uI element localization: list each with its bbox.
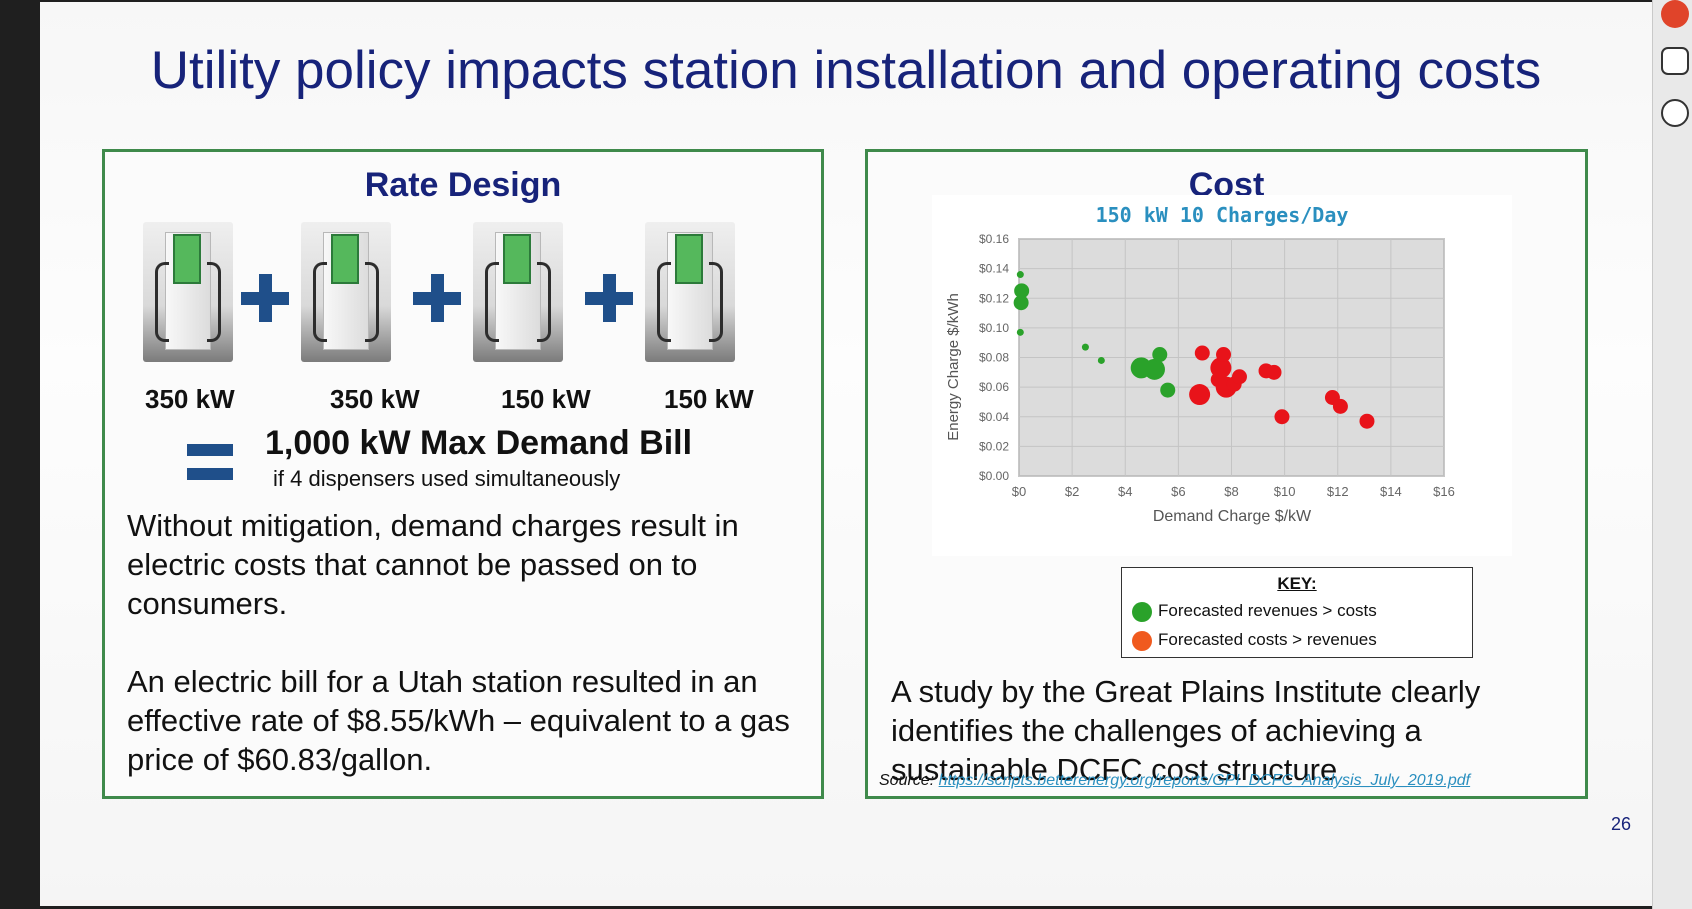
scatter-point — [1016, 328, 1024, 336]
dispenser-power-label: 150 kW — [664, 384, 754, 414]
cost-panel: Cost $0.00 $0.02 $0.04 $0.06 $0.08 $0.10 $0.12… — [865, 149, 1588, 799]
scatter-point — [1359, 413, 1375, 429]
key-item-label: Forecasted costs > revenues — [1158, 630, 1377, 649]
rate-design-heading: Rate Design — [364, 166, 562, 204]
y-axis-label: Energy Charge $/kWh — [945, 293, 962, 441]
scatter-chart-svg: $0.00 $0.02 $0.04 $0.06 $0.08 $0.10 $0.12 $0.14… — [945, 232, 1455, 525]
x-tick-label: $16 — [1433, 484, 1455, 499]
x-tick-label: $4 — [1118, 484, 1132, 499]
key-item-label: Forecasted revenues > costs — [1158, 601, 1377, 620]
app-side-toolbar — [1652, 0, 1692, 909]
green-dot-icon — [1132, 601, 1152, 622]
dispenser-power-label: 150 kW — [501, 384, 591, 414]
scatter-point — [1266, 364, 1282, 380]
y-tick-label: $0.04 — [979, 410, 1009, 424]
study-paragraph: A study by the Great Plains Institute cl… — [891, 674, 1481, 787]
x-tick-label: $8 — [1224, 484, 1238, 499]
notification-icon[interactable] — [1661, 0, 1689, 28]
y-tick-label: $0.00 — [979, 469, 1009, 483]
utah-bill-paragraph: An electric bill for a Utah station resu… — [127, 664, 790, 777]
scatter-point — [1097, 356, 1105, 364]
plus-icon — [241, 274, 289, 322]
y-tick-label: $0.02 — [979, 439, 1009, 453]
charger-image — [473, 222, 563, 362]
charger-image — [143, 222, 233, 362]
x-tick-label: $2 — [1065, 484, 1079, 499]
scatter-point — [1274, 409, 1290, 425]
window-icon[interactable] — [1661, 47, 1689, 75]
dispenser-power-label: 350 kW — [145, 384, 235, 414]
scatter-point — [1143, 358, 1165, 380]
y-tick-label: $0.10 — [979, 321, 1009, 335]
max-demand-note: if 4 dispensers used simultaneously — [273, 466, 621, 491]
scatter-point — [1016, 271, 1024, 279]
scatter-point — [1216, 347, 1232, 363]
charger-image — [301, 222, 391, 362]
x-tick-label: $10 — [1274, 484, 1296, 499]
page-number: 26 — [1611, 814, 1632, 834]
y-tick-label: $0.12 — [979, 291, 1009, 305]
plus-icon — [585, 274, 633, 322]
orange-dot-icon — [1132, 630, 1152, 651]
charger-image — [645, 222, 735, 362]
equals-icon — [187, 444, 233, 482]
rate-design-panel: Rate Design 350 kW 350 kW 150 kW 150 kW … — [102, 149, 824, 799]
x-tick-label: $14 — [1380, 484, 1402, 499]
slide-title: Utility policy impacts station installat… — [150, 41, 1542, 100]
x-tick-label: $12 — [1327, 484, 1349, 499]
scatter-point — [1081, 343, 1089, 351]
scatter-point — [1194, 345, 1210, 361]
scatter-point — [1160, 382, 1176, 398]
dispenser-power-label: 350 kW — [330, 384, 420, 414]
source-citation: Source: https://scripts.betterenergy.org… — [879, 772, 1470, 790]
y-tick-label: $0.14 — [979, 262, 1009, 276]
x-tick-label: $0 — [1012, 484, 1026, 499]
scatter-chart: $0.00 $0.02 $0.04 $0.06 $0.08 $0.10 $0.12 $0.14… — [932, 195, 1512, 556]
source-link[interactable]: https://scripts.betterenergy.org/reports… — [938, 772, 1471, 789]
chart-key: KEY: Forecasted revenues > costs Forecas… — [1121, 567, 1473, 658]
source-label: Source: — [879, 772, 935, 789]
x-axis-label: Demand Charge $/kW — [1153, 508, 1312, 525]
scatter-point — [1189, 384, 1211, 406]
y-tick-label: $0.08 — [979, 351, 1009, 365]
key-title: KEY: — [1277, 574, 1317, 593]
chart-title: 150 kW 10 Charges/Day — [1095, 203, 1349, 227]
key-item-revenues: Forecasted revenues > costs — [1132, 601, 1377, 622]
key-item-costs: Forecasted costs > revenues — [1132, 630, 1377, 651]
scatter-point — [1332, 398, 1348, 414]
y-tick-label: $0.16 — [979, 232, 1009, 246]
presentation-slide: Utility policy impacts station installat… — [40, 2, 1652, 906]
max-demand-total: 1,000 kW Max Demand Bill — [265, 424, 693, 462]
scatter-point — [1231, 369, 1247, 385]
scatter-point — [1210, 357, 1232, 379]
scatter-point — [1013, 295, 1029, 311]
scatter-point — [1152, 347, 1168, 363]
x-tick-label: $6 — [1171, 484, 1185, 499]
scatter-point — [1014, 283, 1030, 299]
plus-icon — [413, 274, 461, 322]
mitigation-paragraph: Without mitigation, demand charges resul… — [127, 508, 739, 621]
raise-hand-icon[interactable] — [1661, 99, 1689, 127]
y-tick-label: $0.06 — [979, 380, 1009, 394]
